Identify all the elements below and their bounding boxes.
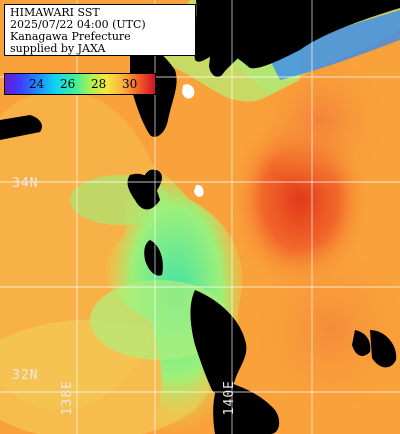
land-cloud-mask	[144, 240, 163, 276]
land-boso-peninsula	[255, 0, 400, 39]
sea-cold-zone	[270, 10, 400, 80]
land-cloud-mask	[213, 380, 280, 434]
sst-colorbar: 24 26 28 30	[4, 73, 156, 95]
land-cloud-mask	[370, 330, 397, 368]
caption-title: HIMAWARI SST	[10, 6, 100, 19]
colorbar-tick-30: 30	[122, 77, 138, 91]
sea-warm-zone	[250, 240, 400, 420]
caption-region: Kanagawa Prefecture	[10, 30, 131, 43]
island-outlines	[182, 84, 204, 197]
caption-source: supplied by JAXA	[10, 42, 106, 55]
colorbar-tick-24: 24	[29, 77, 45, 91]
island-oshima	[182, 84, 195, 99]
land-cloud-mask	[352, 330, 371, 356]
island-white	[194, 184, 204, 197]
colorbar-tick-26: 26	[60, 77, 76, 91]
land-cloud-mask	[127, 173, 160, 210]
lat-label-34n: 34N	[12, 176, 39, 191]
lat-label-32n: 32N	[12, 368, 39, 383]
colorbar-tick-28: 28	[91, 77, 107, 91]
lon-label-138e: 138E	[60, 380, 75, 416]
caption-datetime: 2025/07/22 04:00 (UTC)	[10, 18, 146, 31]
lon-label-140e: 140E	[222, 380, 237, 416]
land-west-coast	[0, 115, 42, 140]
map-caption: HIMAWARI SST 2025/07/22 04:00 (UTC) Kana…	[4, 4, 196, 56]
